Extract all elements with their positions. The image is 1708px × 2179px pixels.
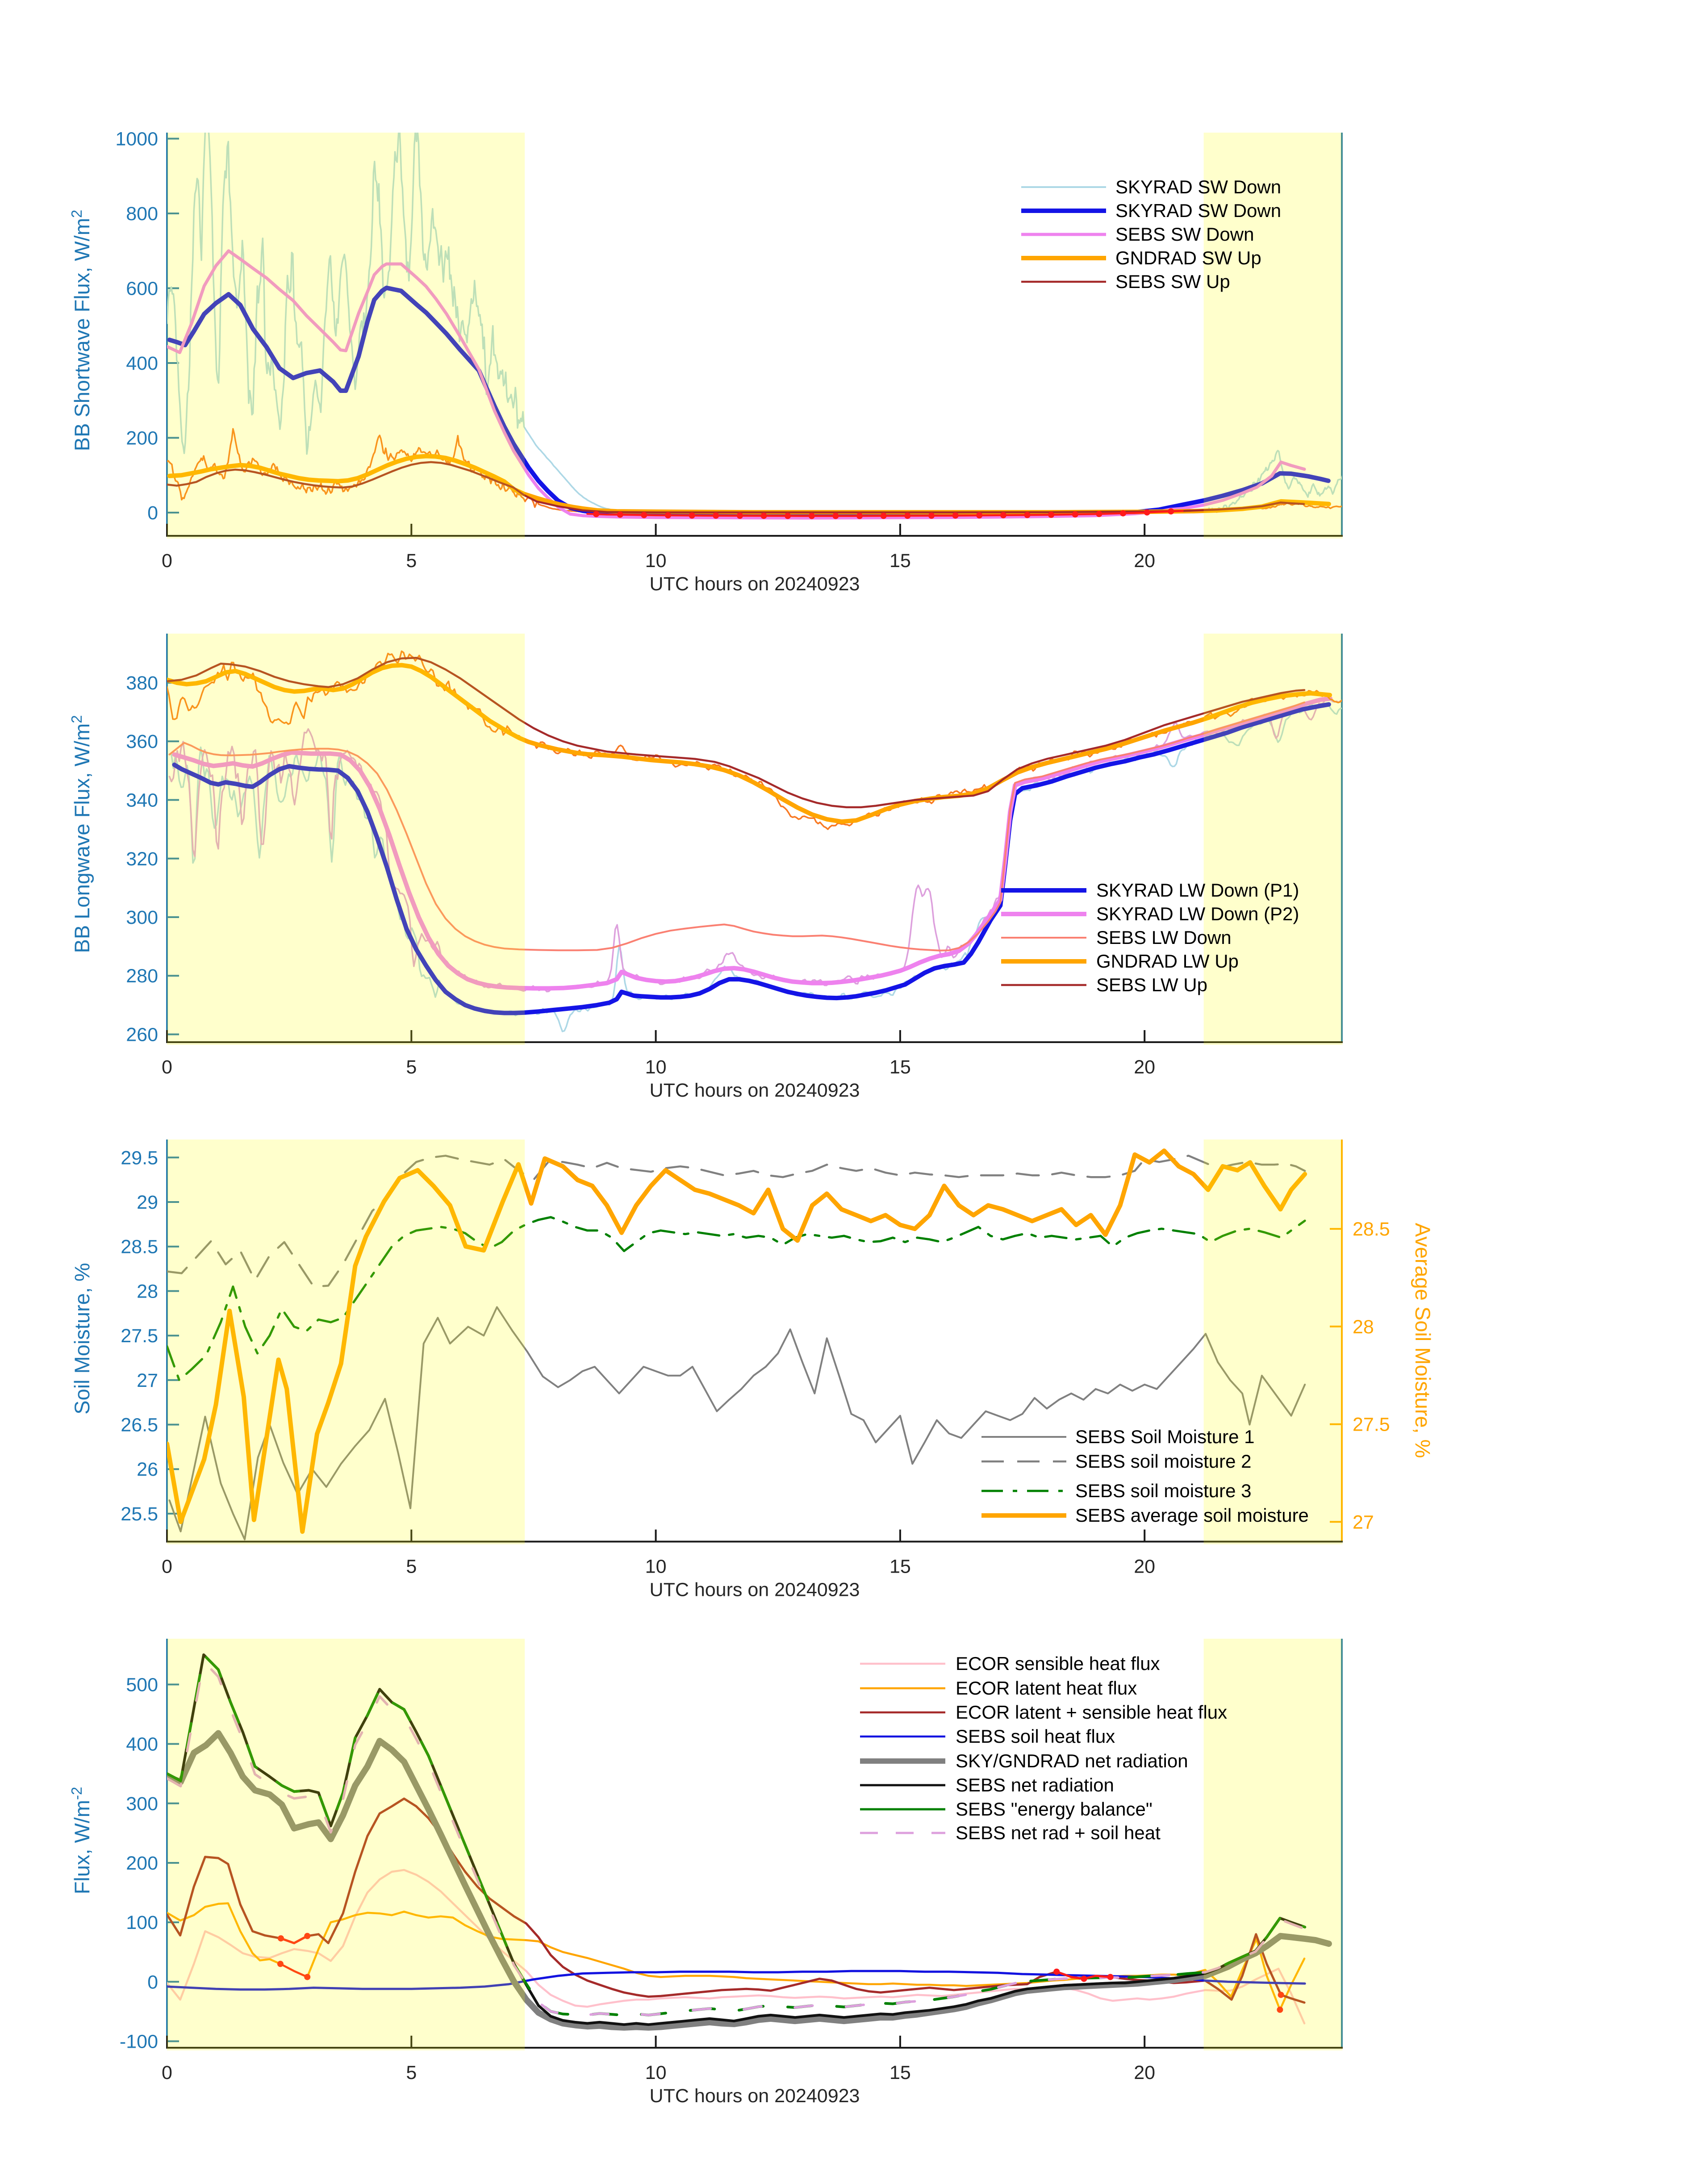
svg-text:SEBS soil heat flux: SEBS soil heat flux (956, 1726, 1115, 1747)
svg-text:15: 15 (889, 1556, 911, 1578)
svg-text:BB Longwave Flux, W/m2: BB Longwave Flux, W/m2 (68, 715, 94, 953)
svg-text:5: 5 (406, 550, 417, 572)
svg-text:10: 10 (645, 1056, 667, 1078)
svg-text:25.5: 25.5 (121, 1503, 158, 1525)
svg-text:SEBS soil moisture 2: SEBS soil moisture 2 (1075, 1451, 1252, 1472)
svg-text:5: 5 (406, 1056, 417, 1078)
svg-text:0: 0 (162, 550, 172, 572)
svg-text:20: 20 (1134, 2062, 1155, 2083)
svg-text:-100: -100 (120, 2031, 158, 2053)
svg-text:300: 300 (126, 907, 158, 928)
svg-text:0: 0 (147, 502, 158, 524)
svg-text:UTC hours on 20240923: UTC hours on 20240923 (650, 2085, 860, 2107)
svg-text:UTC hours on 20240923: UTC hours on 20240923 (650, 1080, 860, 1101)
svg-text:GNDRAD LW Up: GNDRAD LW Up (1096, 951, 1239, 972)
svg-text:SEBS soil moisture 3: SEBS soil moisture 3 (1075, 1480, 1252, 1501)
svg-text:380: 380 (126, 672, 158, 694)
svg-text:29.5: 29.5 (121, 1147, 158, 1169)
svg-text:10: 10 (645, 2062, 667, 2083)
svg-text:SKYRAD SW Down: SKYRAD SW Down (1115, 176, 1281, 197)
svg-text:UTC hours on 20240923: UTC hours on 20240923 (650, 1579, 860, 1601)
svg-text:0: 0 (162, 2062, 172, 2083)
svg-text:SEBS "energy balance": SEBS "energy balance" (956, 1799, 1153, 1820)
svg-text:SEBS Soil Moisture 1: SEBS Soil Moisture 1 (1075, 1426, 1255, 1447)
svg-text:400: 400 (126, 353, 158, 374)
svg-text:0: 0 (147, 1971, 158, 1993)
svg-text:200: 200 (126, 1853, 158, 1874)
svg-text:SKY/GNDRAD net radiation: SKY/GNDRAD net radiation (956, 1750, 1188, 1771)
svg-text:SKYRAD SW Down: SKYRAD SW Down (1115, 200, 1281, 221)
svg-text:20: 20 (1134, 1556, 1155, 1578)
svg-text:27: 27 (1353, 1511, 1374, 1533)
svg-text:800: 800 (126, 203, 158, 225)
svg-text:300: 300 (126, 1793, 158, 1815)
svg-text:28: 28 (1353, 1316, 1374, 1338)
svg-text:Average Soil Moisture, %: Average Soil Moisture, % (1411, 1223, 1435, 1458)
svg-text:SKYRAD LW Down (P1): SKYRAD LW Down (P1) (1096, 880, 1299, 901)
svg-text:340: 340 (126, 790, 158, 811)
svg-text:0: 0 (162, 1556, 172, 1578)
svg-text:5: 5 (406, 1556, 417, 1578)
svg-text:UTC hours on 20240923: UTC hours on 20240923 (650, 573, 860, 595)
svg-text:29: 29 (137, 1192, 158, 1213)
svg-text:20: 20 (1134, 1056, 1155, 1078)
svg-text:GNDRAD SW Up: GNDRAD SW Up (1115, 247, 1261, 268)
svg-text:600: 600 (126, 278, 158, 300)
svg-text:5: 5 (406, 2062, 417, 2083)
svg-text:28: 28 (137, 1281, 158, 1302)
svg-text:ECOR latent + sensible heat fl: ECOR latent + sensible heat flux (956, 1702, 1227, 1723)
svg-text:0: 0 (162, 1056, 172, 1078)
svg-text:28.5: 28.5 (1353, 1219, 1390, 1240)
svg-text:27.5: 27.5 (1353, 1414, 1390, 1436)
svg-text:BB Shortwave Flux, W/m2: BB Shortwave Flux, W/m2 (68, 210, 94, 451)
svg-text:ECOR latent heat flux: ECOR latent heat flux (956, 1678, 1137, 1699)
svg-text:SEBS SW Down: SEBS SW Down (1115, 224, 1254, 245)
svg-text:320: 320 (126, 848, 158, 870)
svg-text:1000: 1000 (115, 129, 158, 150)
svg-text:10: 10 (645, 1556, 667, 1578)
svg-text:SEBS LW Down: SEBS LW Down (1096, 927, 1232, 948)
svg-text:ECOR sensible heat flux: ECOR sensible heat flux (956, 1653, 1160, 1674)
svg-text:SKYRAD LW Down (P2): SKYRAD LW Down (P2) (1096, 903, 1299, 924)
svg-text:20: 20 (1134, 550, 1155, 572)
svg-text:100: 100 (126, 1912, 158, 1933)
svg-text:SEBS average soil moisture: SEBS average soil moisture (1075, 1505, 1309, 1526)
svg-text:15: 15 (889, 550, 911, 572)
svg-text:260: 260 (126, 1024, 158, 1046)
svg-text:SEBS net radiation: SEBS net radiation (956, 1774, 1114, 1795)
svg-text:400: 400 (126, 1734, 158, 1755)
svg-text:10: 10 (645, 550, 667, 572)
svg-text:SEBS SW Up: SEBS SW Up (1115, 271, 1230, 292)
svg-text:SEBS LW Up: SEBS LW Up (1096, 974, 1207, 995)
svg-text:SEBS net rad + soil heat: SEBS net rad + soil heat (956, 1822, 1161, 1843)
svg-text:15: 15 (889, 1056, 911, 1078)
svg-text:360: 360 (126, 731, 158, 752)
svg-text:27: 27 (137, 1370, 158, 1391)
svg-text:26.5: 26.5 (121, 1415, 158, 1436)
svg-text:Flux, W/m-2: Flux, W/m-2 (68, 1787, 94, 1895)
svg-text:15: 15 (889, 2062, 911, 2083)
svg-text:26: 26 (137, 1459, 158, 1480)
svg-text:Soil Moisture, %: Soil Moisture, % (70, 1263, 94, 1415)
svg-text:200: 200 (126, 428, 158, 449)
svg-text:28.5: 28.5 (121, 1236, 158, 1258)
svg-text:500: 500 (126, 1674, 158, 1696)
svg-text:280: 280 (126, 965, 158, 987)
svg-text:27.5: 27.5 (121, 1325, 158, 1347)
